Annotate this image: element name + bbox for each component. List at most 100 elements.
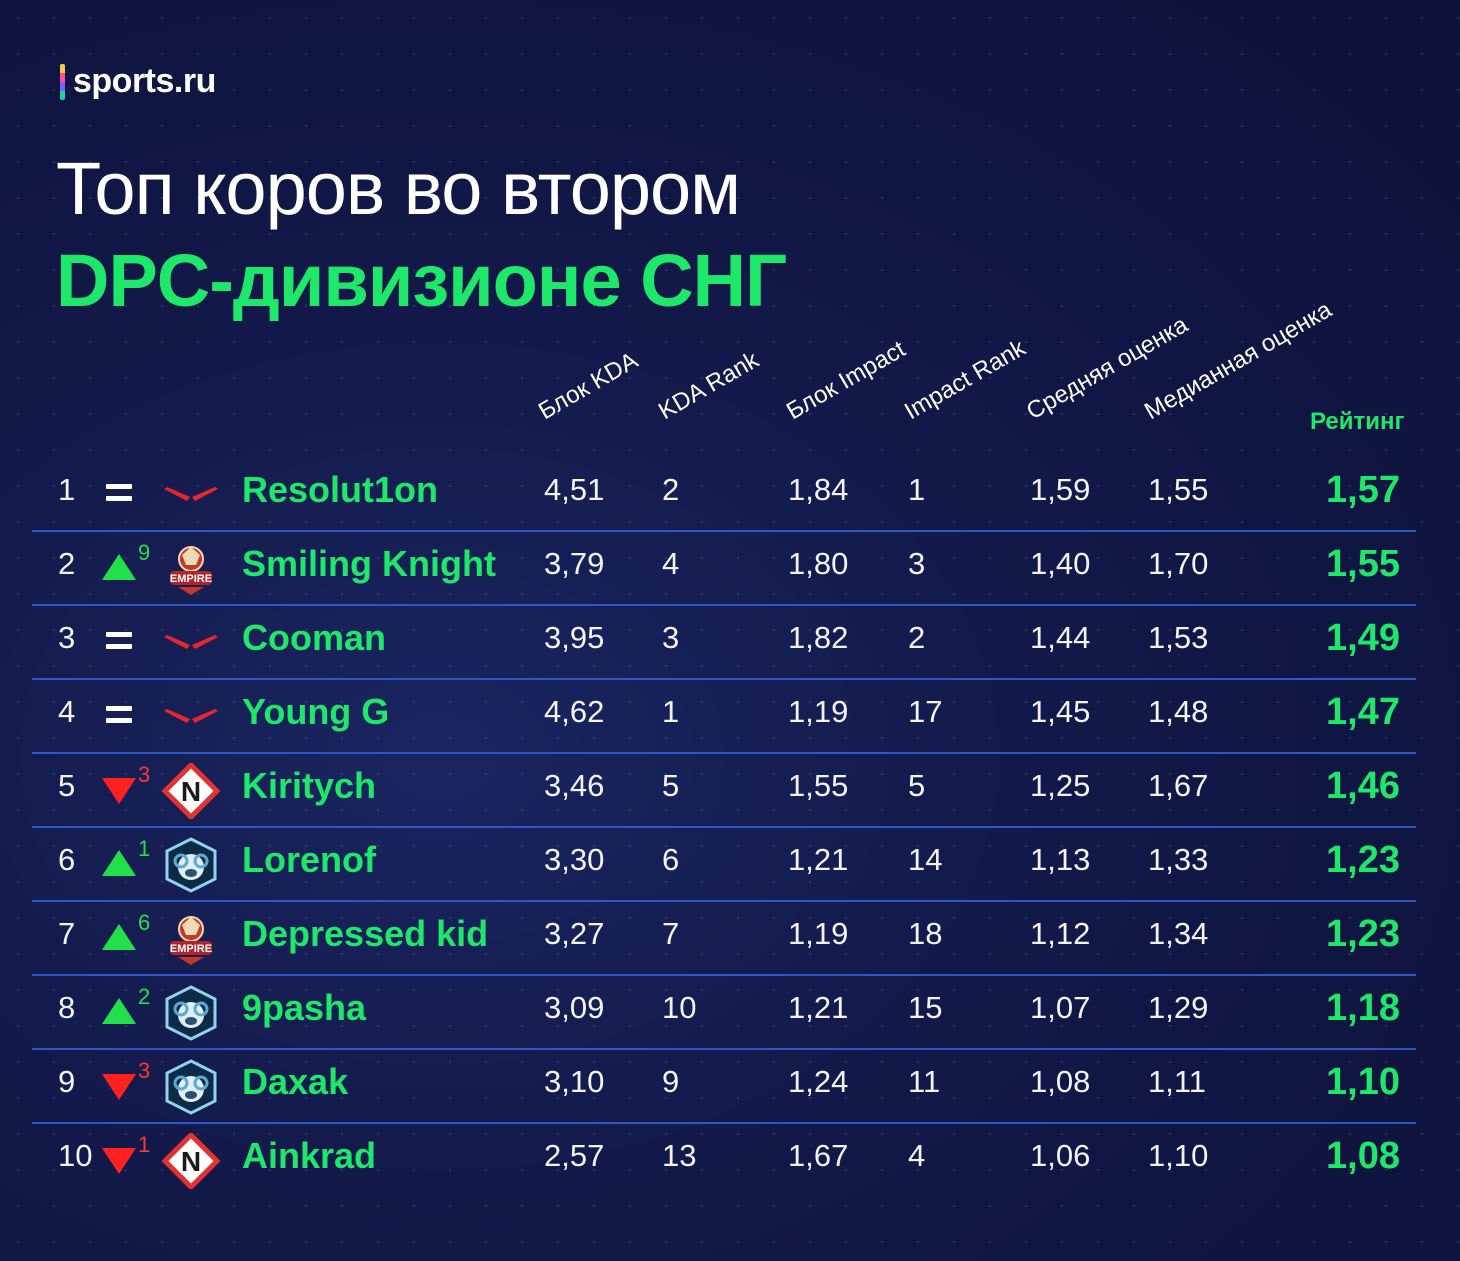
impact-block-value: 1,82 (788, 620, 849, 655)
kda-block-value: 3,09 (544, 990, 605, 1025)
position-change (102, 694, 162, 734)
player-name: Depressed kid (242, 913, 489, 954)
impact-rank-value: 17 (908, 694, 943, 729)
row-divider (32, 974, 1416, 976)
impact-rank-value: 11 (908, 1064, 941, 1099)
avg-score-value: 1,44 (1030, 620, 1091, 655)
kda-block-value: 2,57 (544, 1138, 605, 1173)
rank-number: 2 (58, 546, 76, 581)
impact-rank-value: 1 (908, 472, 926, 507)
median-score-value: 1,33 (1148, 842, 1209, 877)
position-delta: 1 (138, 836, 151, 861)
logo-mark-icon (60, 63, 65, 100)
impact-rank-value: 2 (908, 620, 926, 655)
table-row: 9 3 Daxak 3,10 9 1,24 11 1,08 1,11 1,10 (32, 1050, 1416, 1124)
position-delta: 2 (138, 984, 151, 1009)
avg-score-value: 1,13 (1030, 842, 1091, 877)
avg-score-value: 1,06 (1030, 1138, 1091, 1173)
avg-score-value: 1,07 (1030, 990, 1091, 1025)
up-arrow-icon (102, 998, 136, 1024)
table-row: 6 1 Lorenof 3,30 6 1,21 14 1,13 1,33 1,23 (32, 828, 1416, 902)
rank-number: 1 (58, 472, 76, 507)
kda-block-value: 3,27 (544, 916, 605, 951)
up-arrow-icon (102, 924, 136, 950)
kda-rank-value: 13 (662, 1138, 697, 1173)
avg-score-value: 1,59 (1030, 472, 1091, 507)
impact-rank-value: 3 (908, 546, 926, 581)
nemiga-n-logo-icon: N (160, 1131, 222, 1191)
impact-block-value: 1,67 (788, 1138, 849, 1173)
team-logo-v-marks-icon (160, 615, 222, 671)
svg-text:EMPIRE: EMPIRE (170, 943, 212, 955)
rating-value: 1,57 (1326, 469, 1400, 511)
kda-block-value: 3,46 (544, 768, 605, 803)
position-change: 1 (102, 1132, 162, 1178)
position-change: 3 (102, 1058, 162, 1104)
page-title-line2: DPC-дивизионе СНГ (56, 239, 787, 322)
table-row: 2 9 EMPIRE Smiling Knight 3,79 4 1,80 3 1,40 1,70… (32, 532, 1416, 606)
rating-value: 1,49 (1326, 617, 1400, 659)
player-name: 9pasha (242, 987, 367, 1028)
ram-shield-logo-icon (160, 837, 222, 893)
player-name: Cooman (242, 617, 386, 658)
table-row: 7 6 EMPIRE Depressed kid 3,27 7 1,19 18 1,12 1,34… (32, 902, 1416, 976)
impact-rank-value: 5 (908, 768, 926, 803)
kda-rank-value: 3 (662, 620, 680, 655)
column-header-impact-block: Блок Impact (782, 335, 911, 426)
rating-value: 1,18 (1326, 987, 1400, 1029)
team-logo-v-marks-icon (160, 467, 222, 523)
player-name: Kiritych (242, 765, 377, 806)
impact-block-value: 1,19 (788, 916, 849, 951)
median-score-value: 1,55 (1148, 472, 1209, 507)
sports-ru-logo: sports.ru (60, 62, 216, 101)
median-score-value: 1,11 (1148, 1064, 1207, 1099)
equals-icon (106, 482, 132, 504)
up-arrow-icon (102, 554, 136, 580)
kda-block-value: 3,10 (544, 1064, 605, 1099)
rank-number: 4 (58, 694, 76, 729)
kda-rank-value: 9 (662, 1064, 680, 1099)
kda-rank-value: 6 (662, 842, 680, 877)
impact-block-value: 1,24 (788, 1064, 849, 1099)
impact-rank-value: 4 (908, 1138, 926, 1173)
median-score-value: 1,53 (1148, 620, 1209, 655)
column-header-kda-block: Блок KDA (534, 346, 643, 426)
rating-value: 1,55 (1326, 543, 1400, 585)
impact-block-value: 1,21 (788, 842, 849, 877)
team-empire-logo-icon: EMPIRE (160, 911, 222, 967)
player-name: Ainkrad (242, 1135, 377, 1176)
impact-block-value: 1,55 (788, 768, 849, 803)
kda-block-value: 4,51 (544, 472, 605, 507)
column-header-impact-rank: Impact Rank (900, 334, 1031, 426)
position-change: 3 (102, 762, 162, 808)
row-divider (32, 826, 1416, 828)
row-divider (32, 530, 1416, 532)
median-score-value: 1,48 (1148, 694, 1209, 729)
position-change: 2 (102, 984, 162, 1030)
impact-rank-value: 14 (908, 842, 943, 877)
avg-score-value: 1,40 (1030, 546, 1091, 581)
kda-rank-value: 5 (662, 768, 680, 803)
svg-text:EMPIRE: EMPIRE (170, 573, 212, 585)
team-empire-logo-icon: EMPIRE (160, 541, 222, 597)
up-arrow-icon (102, 850, 136, 876)
position-delta: 6 (138, 910, 151, 935)
equals-icon (106, 704, 132, 726)
rating-value: 1,10 (1326, 1061, 1400, 1103)
position-change (102, 472, 162, 512)
rating-value: 1,08 (1326, 1135, 1400, 1177)
svg-text:N: N (181, 776, 201, 807)
table-row: 1 Resolut1on 4,51 2 1,84 1 1,59 1,55 1,57 (32, 458, 1416, 532)
rank-number: 5 (58, 768, 76, 803)
position-delta: 1 (138, 1132, 151, 1157)
row-divider (32, 604, 1416, 606)
impact-rank-value: 18 (908, 916, 943, 951)
rank-number: 9 (58, 1064, 76, 1099)
position-change: 6 (102, 910, 162, 956)
nemiga-n-logo-icon: N (160, 761, 222, 821)
kda-block-value: 3,79 (544, 546, 605, 581)
row-divider (32, 900, 1416, 902)
column-header-kda-rank: KDA Rank (654, 346, 764, 426)
median-score-value: 1,29 (1148, 990, 1209, 1025)
team-logo-v-marks-icon (160, 689, 222, 745)
